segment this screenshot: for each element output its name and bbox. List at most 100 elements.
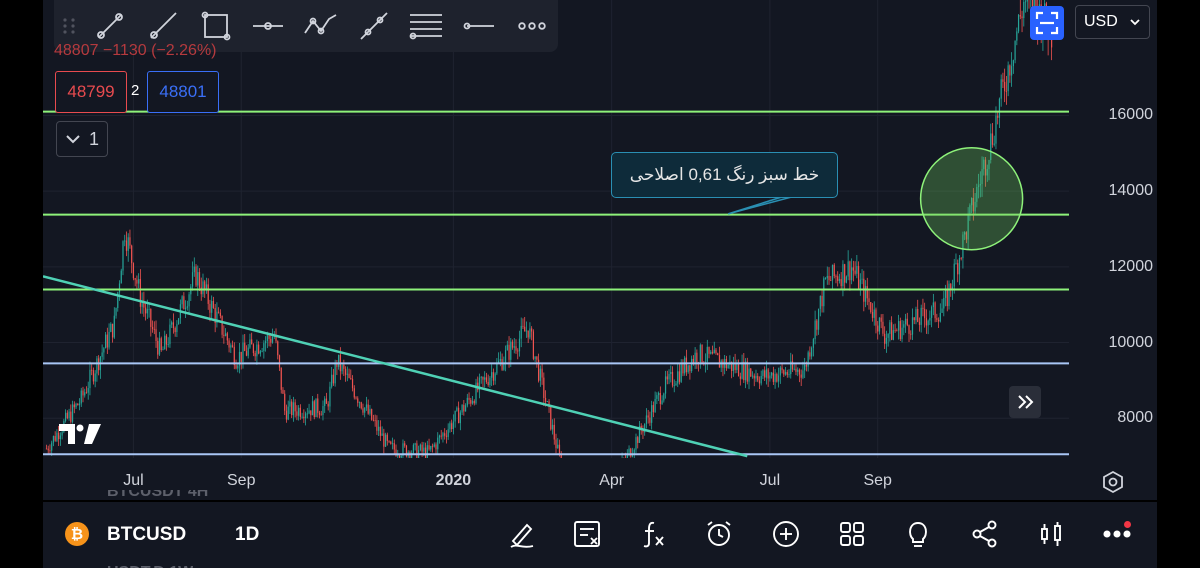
pen-icon[interactable] [505,517,539,551]
candle-body [696,352,698,363]
extended-line-icon[interactable] [347,0,400,52]
rectangle-icon[interactable] [189,0,242,52]
bid-price-box[interactable]: 48801 [147,71,219,113]
candle-body [226,333,228,341]
layout-icon[interactable] [835,517,869,551]
candle-body [819,295,821,309]
symbol-name[interactable]: BTCUSD [107,524,187,545]
more-dots-icon[interactable] [1100,517,1134,551]
horizontal-line-icon[interactable] [242,0,295,52]
candle-body [405,445,408,457]
candle-body [991,133,994,145]
currency-select[interactable]: USD [1075,5,1150,39]
candle-body [77,403,79,406]
interval-selector[interactable]: 1D [235,524,260,545]
text-note-icon[interactable] [570,517,604,551]
candle-body [732,362,734,371]
candle-body [651,405,653,423]
candle-body [772,372,774,382]
candle-body [920,307,922,325]
candle-body [61,431,63,436]
candle-body [51,442,53,451]
candle-body [258,344,260,354]
candle-body [146,309,148,314]
horizontal-ray-icon[interactable] [453,0,506,52]
previous-symbol-ghost: BTCUSDT 4H [107,490,209,500]
candle-body [245,350,248,356]
function-icon[interactable] [636,517,670,551]
candle-body [906,318,908,326]
candle-body [939,312,941,322]
candle-body [390,441,392,444]
candle-body [859,279,861,290]
candle-body [791,361,794,370]
candle-body [750,368,752,377]
candle-body [285,410,288,420]
path-icon[interactable] [295,0,348,52]
scroll-to-realtime-button[interactable] [1009,386,1041,418]
candle-body [360,402,362,409]
chart-area[interactable]: 8000 10000 12000 14000 16000 Jul Sep 2020 Apr Jul… [43,0,1157,500]
candle-body [527,330,529,338]
price-axis-label: 12000 [1108,257,1154,275]
candle-body [313,401,315,418]
candle-body [767,369,769,379]
fullscreen-button[interactable] [1030,6,1064,40]
candle-body [518,338,521,352]
candle-body [958,258,961,275]
candle-body [558,444,561,455]
candle-icon[interactable] [1034,517,1068,551]
candle-body [120,270,122,284]
candle-body [299,407,301,417]
candle-body [844,264,846,283]
candlestick-chart[interactable] [43,0,1157,500]
candle-body [188,294,190,307]
candle-body [524,326,526,332]
time-axis-label: Sep [863,472,892,489]
time-axis-label: Sep [227,472,256,489]
idea-icon[interactable] [901,517,935,551]
candle-body [743,361,745,381]
candle-body [630,448,632,457]
candle-body [529,328,531,338]
candle-body [701,344,703,363]
candle-body [941,308,943,313]
candle-body [193,266,195,273]
candle-body [275,335,277,342]
more-icon[interactable] [505,0,558,52]
candle-body [694,352,696,364]
candle-body [536,356,538,360]
candle-body [451,423,453,430]
price-axis-label: 16000 [1108,106,1154,124]
add-icon[interactable] [769,517,803,551]
candle-body [892,330,894,340]
ask-price-box[interactable]: 48799 [55,71,127,113]
candle-body [854,270,856,274]
candle-body [216,311,218,323]
candle-body [718,355,721,368]
share-icon[interactable] [968,517,1002,551]
fib-levels-icon[interactable] [400,0,453,52]
candle-body [409,452,411,458]
candle-body [68,411,70,419]
candle-body [397,455,399,457]
trend-line-icon[interactable] [84,0,137,52]
candle-body [979,184,981,186]
callout-annotation[interactable]: خط سبز رنگ 0,61 اصلاحی [611,152,838,198]
alert-icon[interactable] [702,517,736,551]
candle-body [918,321,921,325]
candle-body [962,234,964,259]
candle-body [645,415,648,424]
ray-icon[interactable] [137,0,190,52]
grip-icon[interactable] [54,0,84,52]
candle-body [517,350,519,352]
candle-body [899,321,901,340]
candle-body [303,416,305,419]
candle-body [691,358,693,372]
candle-body [986,169,988,176]
candle-body [802,370,804,378]
chart-settings-button[interactable] [1101,470,1125,499]
collapse-indicators-button[interactable]: 1 [56,121,108,157]
candle-body [143,301,145,308]
candle-body [553,424,555,440]
